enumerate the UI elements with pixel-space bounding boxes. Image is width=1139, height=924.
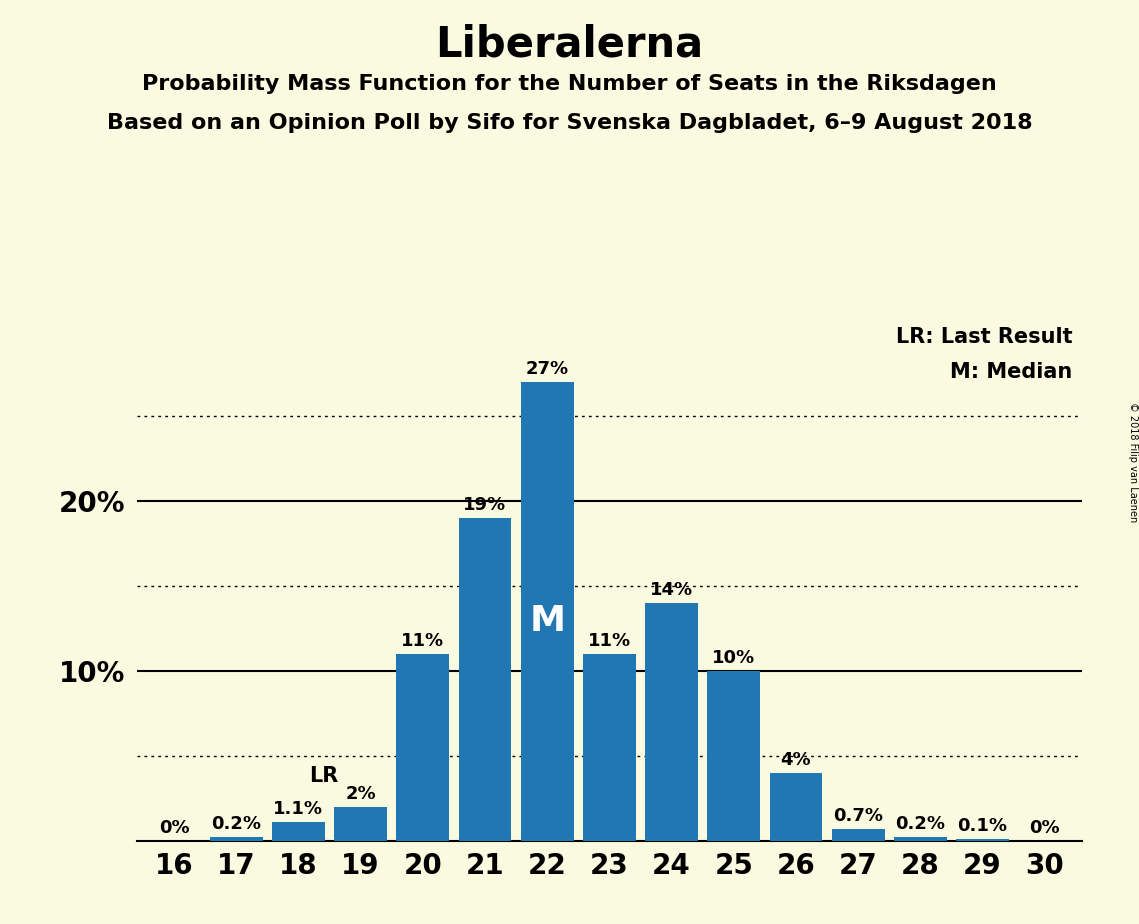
Text: 19%: 19% bbox=[464, 496, 507, 514]
Text: 11%: 11% bbox=[588, 632, 631, 650]
Bar bbox=[334, 807, 387, 841]
Bar bbox=[956, 839, 1009, 841]
Bar bbox=[645, 603, 698, 841]
Text: 10%: 10% bbox=[712, 649, 755, 667]
Bar bbox=[521, 383, 574, 841]
Text: Probability Mass Function for the Number of Seats in the Riksdagen: Probability Mass Function for the Number… bbox=[142, 74, 997, 94]
Text: 0.2%: 0.2% bbox=[895, 815, 945, 833]
Bar bbox=[707, 671, 760, 841]
Text: 14%: 14% bbox=[650, 581, 694, 599]
Text: 0.1%: 0.1% bbox=[958, 817, 1008, 835]
Text: 0%: 0% bbox=[158, 819, 189, 836]
Bar bbox=[583, 654, 636, 841]
Bar bbox=[210, 837, 263, 841]
Bar bbox=[459, 518, 511, 841]
Bar bbox=[831, 829, 885, 841]
Bar bbox=[396, 654, 449, 841]
Text: 27%: 27% bbox=[525, 359, 568, 378]
Bar bbox=[894, 837, 947, 841]
Text: 0%: 0% bbox=[1030, 819, 1060, 836]
Bar bbox=[770, 772, 822, 841]
Text: M: M bbox=[530, 603, 565, 638]
Text: 0.7%: 0.7% bbox=[833, 807, 883, 825]
Text: Based on an Opinion Poll by Sifo for Svenska Dagbladet, 6–9 August 2018: Based on an Opinion Poll by Sifo for Sve… bbox=[107, 113, 1032, 133]
Text: LR: LR bbox=[309, 767, 338, 786]
Text: 2%: 2% bbox=[345, 784, 376, 803]
Text: 4%: 4% bbox=[780, 750, 811, 769]
Text: 1.1%: 1.1% bbox=[273, 800, 323, 818]
Text: 0.2%: 0.2% bbox=[211, 815, 261, 833]
Bar bbox=[272, 822, 325, 841]
Text: 11%: 11% bbox=[401, 632, 444, 650]
Text: M: Median: M: Median bbox=[950, 361, 1073, 382]
Text: © 2018 Filip van Laenen: © 2018 Filip van Laenen bbox=[1129, 402, 1138, 522]
Text: Liberalerna: Liberalerna bbox=[435, 23, 704, 65]
Text: LR: Last Result: LR: Last Result bbox=[896, 327, 1073, 347]
